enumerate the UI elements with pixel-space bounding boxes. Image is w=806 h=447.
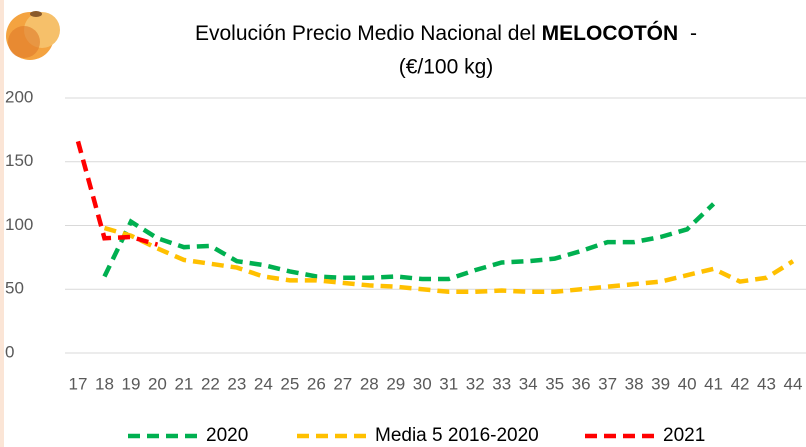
x-tick-label: 39: [651, 374, 670, 393]
x-tick-label: 21: [174, 374, 193, 393]
x-tick-label: 41: [704, 374, 723, 393]
legend-label: Media 5 2016-2020: [375, 425, 539, 446]
x-tick-label: 37: [598, 374, 617, 393]
y-tick-label: 150: [5, 151, 33, 170]
x-tick-label: 20: [148, 374, 167, 393]
y-tick-label: 50: [5, 279, 24, 298]
chart-title: Evolución Precio Medio Nacional del MELO…: [195, 21, 697, 45]
x-tick-label: 40: [678, 374, 697, 393]
chart: Evolución Precio Medio Nacional del MELO…: [0, 0, 806, 447]
x-tick-label: 30: [413, 374, 432, 393]
x-tick-label: 24: [254, 374, 273, 393]
x-tick-label: 35: [545, 374, 564, 393]
left-border: [0, 0, 4, 447]
x-tick-label: 34: [519, 374, 538, 393]
title-bold: MELOCOTÓN: [542, 21, 679, 45]
title-part: Evolución Precio Medio Nacional del: [195, 22, 536, 45]
chart-subtitle: (€/100 kg): [399, 56, 494, 79]
title-dash: -: [690, 22, 697, 45]
x-tick-label: 42: [731, 374, 750, 393]
y-tick-label: 100: [5, 215, 33, 234]
x-tick-label: 38: [625, 374, 644, 393]
x-tick-label: 19: [122, 374, 141, 393]
x-tick-label: 17: [69, 374, 88, 393]
x-tick-label: 27: [333, 374, 352, 393]
x-tick-label: 32: [466, 374, 485, 393]
y-tick-label: 200: [5, 87, 33, 106]
x-tick-label: 29: [386, 374, 405, 393]
x-tick-label: 18: [95, 374, 114, 393]
x-tick-label: 43: [757, 374, 776, 393]
x-tick-label: 25: [280, 374, 299, 393]
legend-label: 2021: [663, 425, 705, 446]
x-tick-label: 33: [492, 374, 511, 393]
x-tick-label: 31: [439, 374, 458, 393]
y-tick-label: 0: [5, 342, 14, 361]
x-tick-label: 26: [307, 374, 326, 393]
x-tick-label: 44: [784, 374, 803, 393]
x-tick-label: 36: [572, 374, 591, 393]
legend-label: 2020: [206, 425, 248, 446]
x-tick-label: 23: [227, 374, 246, 393]
x-tick-label: 28: [360, 374, 379, 393]
x-tick-label: 22: [201, 374, 220, 393]
